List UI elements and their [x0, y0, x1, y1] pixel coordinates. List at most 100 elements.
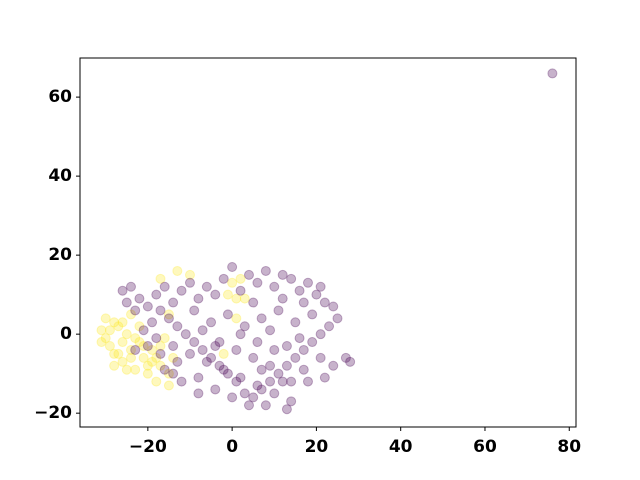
- point: [159, 333, 170, 344]
- point: [159, 364, 170, 375]
- point: [159, 281, 170, 292]
- point: [147, 317, 158, 328]
- point: [184, 277, 195, 288]
- point: [134, 337, 145, 348]
- point: [138, 325, 149, 336]
- point: [214, 337, 225, 348]
- point: [142, 360, 153, 371]
- point: [235, 273, 246, 284]
- point: [243, 269, 254, 280]
- point: [265, 376, 276, 387]
- point: [134, 321, 145, 332]
- point: [311, 289, 322, 300]
- point: [189, 337, 200, 348]
- point: [340, 352, 351, 363]
- point: [151, 289, 162, 300]
- point: [269, 344, 280, 355]
- point: [130, 333, 141, 344]
- point: [294, 333, 305, 344]
- point: [265, 360, 276, 371]
- x-tick-label: 20: [305, 437, 329, 457]
- point: [286, 396, 297, 407]
- point: [193, 293, 204, 304]
- point: [142, 301, 153, 312]
- point: [235, 285, 246, 296]
- point: [117, 337, 128, 348]
- point: [104, 341, 115, 352]
- point: [547, 68, 558, 79]
- point: [172, 356, 183, 367]
- point: [172, 265, 183, 276]
- point: [302, 376, 313, 387]
- point: [138, 352, 149, 363]
- x-tick-label: 80: [557, 437, 581, 457]
- point: [248, 297, 259, 308]
- point: [227, 392, 238, 403]
- point: [273, 305, 284, 316]
- point: [168, 352, 179, 363]
- point: [100, 333, 111, 344]
- point: [248, 352, 259, 363]
- point: [155, 273, 166, 284]
- point: [210, 384, 221, 395]
- point: [319, 297, 330, 308]
- x-tick-label: 0: [226, 437, 238, 457]
- point: [125, 281, 136, 292]
- point: [260, 400, 271, 411]
- y-tick-label: −20: [34, 403, 72, 423]
- point: [277, 376, 288, 387]
- point: [168, 297, 179, 308]
- point: [294, 285, 305, 296]
- point: [113, 348, 124, 359]
- y-tick-label: 40: [48, 166, 72, 186]
- point: [104, 325, 115, 336]
- point: [163, 380, 174, 391]
- point: [231, 376, 242, 387]
- point: [328, 360, 339, 371]
- point: [130, 344, 141, 355]
- point: [184, 348, 195, 359]
- point: [210, 341, 221, 352]
- point: [239, 321, 250, 332]
- point: [239, 293, 250, 304]
- point: [125, 344, 136, 355]
- point: [231, 293, 242, 304]
- point: [214, 360, 225, 371]
- point: [151, 376, 162, 387]
- point: [307, 309, 318, 320]
- point: [100, 313, 111, 324]
- point: [147, 356, 158, 367]
- point: [176, 285, 187, 296]
- point: [134, 293, 145, 304]
- point: [281, 341, 292, 352]
- point: [176, 376, 187, 387]
- point: [277, 269, 288, 280]
- point: [168, 341, 179, 352]
- point: [265, 325, 276, 336]
- point: [315, 329, 326, 340]
- x-tick-label: 40: [389, 437, 413, 457]
- point: [193, 372, 204, 383]
- point: [180, 329, 191, 340]
- point: [96, 337, 107, 348]
- point: [222, 289, 233, 300]
- point: [155, 341, 166, 352]
- point: [227, 261, 238, 272]
- point: [315, 281, 326, 292]
- point: [252, 380, 263, 391]
- point: [210, 289, 221, 300]
- point: [256, 313, 267, 324]
- point: [307, 337, 318, 348]
- point: [269, 281, 280, 292]
- point: [193, 388, 204, 399]
- point: [243, 400, 254, 411]
- point: [206, 317, 217, 328]
- plot-frame: [79, 57, 577, 428]
- point: [147, 344, 158, 355]
- point: [222, 368, 233, 379]
- point: [298, 344, 309, 355]
- point: [168, 368, 179, 379]
- point: [206, 352, 217, 363]
- point: [113, 321, 124, 332]
